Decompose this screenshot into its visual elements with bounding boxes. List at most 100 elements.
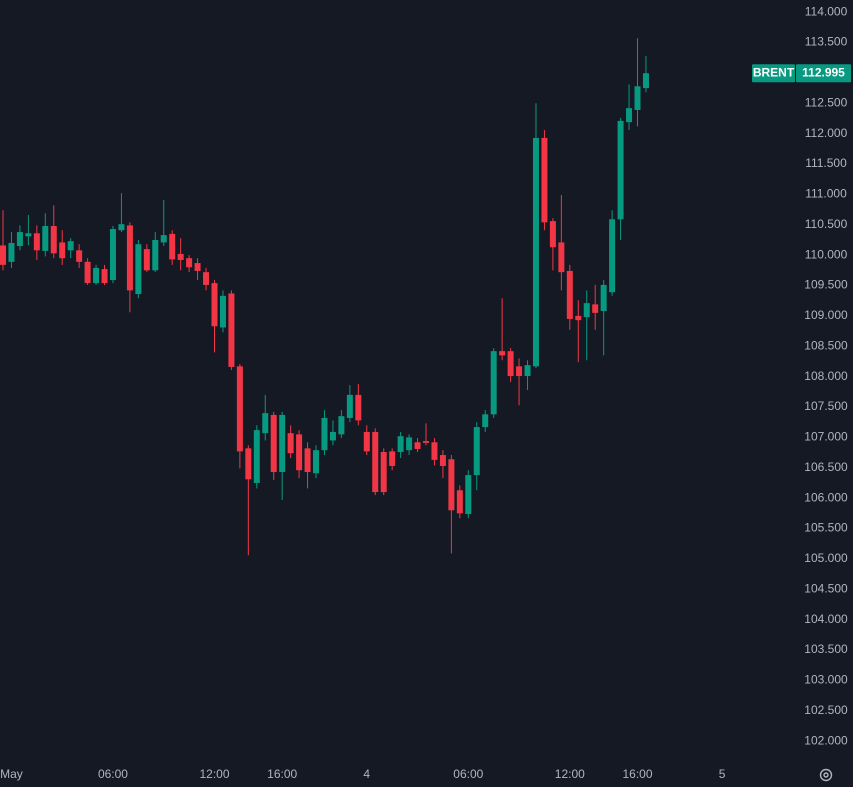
candle-body (296, 434, 303, 471)
candle-body (8, 243, 15, 262)
x-tick-label: May (0, 767, 23, 781)
candle-body (609, 219, 616, 293)
candle-body (93, 267, 100, 284)
candle-body (0, 245, 6, 265)
candle-body (329, 431, 336, 441)
candle-body (304, 448, 311, 473)
candle-body (338, 416, 345, 435)
y-tick-label: 110.500 (805, 217, 848, 231)
candle-body (634, 86, 641, 110)
candle-body (626, 108, 633, 123)
y-tick-label: 111.000 (805, 187, 847, 201)
candle-body (211, 283, 218, 327)
candle-body (558, 242, 565, 273)
price-tag-name-bg (752, 64, 795, 83)
candle-body (507, 351, 514, 377)
candle-body (236, 366, 243, 452)
y-tick-label: 107.000 (804, 430, 848, 444)
candle-body (473, 427, 480, 476)
candle-body (516, 366, 523, 377)
candle-body (431, 442, 438, 460)
x-tick-label: 06:00 (98, 767, 128, 781)
candle-body (25, 233, 32, 237)
candle-body (42, 225, 49, 251)
y-tick-label: 105.500 (804, 521, 848, 535)
candle-body (575, 315, 582, 321)
y-tick-label: 105.000 (804, 551, 848, 565)
candle-body (194, 263, 201, 271)
price-tag-value-bg (796, 64, 851, 83)
candle-body (152, 239, 159, 271)
y-tick-label: 106.000 (804, 490, 848, 504)
settings-icon-center[interactable] (823, 772, 829, 778)
candle-body (228, 293, 235, 367)
y-tick-label: 106.500 (804, 460, 848, 474)
candle-body (490, 351, 497, 415)
y-tick-label: 104.500 (804, 581, 848, 595)
candle-body (456, 490, 463, 514)
x-tick-label: 12:00 (555, 767, 585, 781)
candle-body (406, 437, 413, 451)
candle-body (219, 295, 226, 328)
x-tick-label: 06:00 (453, 767, 483, 781)
y-tick-label: 103.000 (804, 673, 848, 687)
candle-body (583, 303, 590, 318)
candle-body (482, 414, 489, 428)
candle-body (313, 450, 320, 474)
candle-body (617, 120, 624, 220)
candle-body (397, 436, 404, 452)
y-tick-label: 108.000 (804, 369, 848, 383)
candle-body (203, 272, 210, 285)
candle-body (499, 351, 506, 356)
y-tick-label: 107.500 (804, 399, 848, 413)
candle-body (642, 73, 649, 89)
candle-body (67, 241, 74, 251)
candle-body (372, 431, 379, 493)
y-tick-label: 112.500 (805, 95, 848, 109)
candle-body (566, 270, 573, 319)
candle-body (363, 431, 370, 452)
candle-body (279, 414, 286, 473)
candle-body (389, 451, 396, 466)
candle-body (245, 448, 252, 480)
candle-body (169, 233, 176, 260)
candle-body (262, 413, 269, 434)
y-tick-label: 113.500 (805, 35, 848, 49)
candle-body (101, 269, 108, 284)
candle-body (143, 249, 150, 271)
x-tick-label: 12:00 (199, 767, 229, 781)
candle-body (126, 225, 133, 291)
x-tick-label: 4 (363, 767, 370, 781)
y-tick-label: 112.000 (805, 126, 848, 140)
candle-body (423, 441, 429, 443)
y-tick-label: 109.500 (804, 278, 848, 292)
candle-body (270, 414, 277, 473)
candle-body (465, 475, 472, 514)
candle-body (355, 394, 362, 421)
y-tick-label: 114.000 (805, 4, 848, 18)
candle-body (16, 232, 23, 247)
candle-body (600, 284, 607, 312)
y-tick-label: 109.000 (804, 308, 848, 322)
y-tick-label: 104.000 (804, 612, 848, 626)
y-tick-label: 111.500 (805, 156, 847, 170)
candle-body (439, 455, 446, 466)
candle-body (541, 137, 548, 223)
candle-body (33, 233, 40, 251)
candle-body (59, 242, 66, 259)
y-tick-label: 108.500 (804, 338, 848, 352)
candle-body (186, 258, 193, 268)
candle-body (414, 442, 421, 449)
candle-body (84, 261, 91, 284)
settings-button[interactable] (819, 768, 833, 782)
candle-body (135, 244, 142, 295)
candle-body (76, 250, 83, 262)
x-tick-label: 16:00 (267, 767, 297, 781)
y-tick-label: 110.000 (805, 247, 848, 261)
y-tick-label: 103.500 (804, 642, 848, 656)
settings-icon[interactable] (819, 768, 833, 782)
candle-body (109, 229, 116, 281)
candle-body (524, 365, 531, 377)
candle-body (160, 235, 167, 243)
